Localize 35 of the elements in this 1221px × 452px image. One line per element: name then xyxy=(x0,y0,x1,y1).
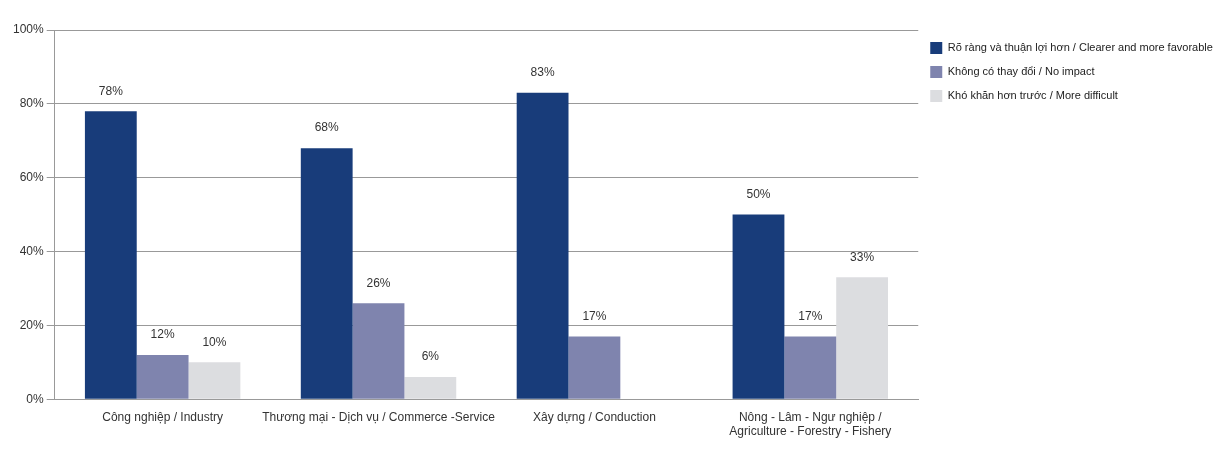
legend-label: Không có thay đổi / No impact xyxy=(947,65,1095,78)
y-tick-label: 20% xyxy=(19,317,45,332)
bar xyxy=(836,277,889,399)
data-label: 33% xyxy=(850,249,875,264)
bar xyxy=(136,354,189,399)
bar xyxy=(188,362,241,399)
data-label: 78% xyxy=(98,83,124,98)
bar xyxy=(516,92,569,399)
legend-label: Rõ ràng và thuận lợi hơn / Clearer and more favorable xyxy=(947,41,1213,54)
bar xyxy=(352,303,405,399)
data-label: 12% xyxy=(150,327,175,342)
y-tick-label: 60% xyxy=(19,169,45,184)
y-tick-label: 40% xyxy=(19,243,45,258)
data-label: 17% xyxy=(582,308,607,323)
data-label: 10% xyxy=(202,334,227,349)
data-label: 68% xyxy=(314,120,340,135)
y-tick-label: 80% xyxy=(19,96,45,111)
bar xyxy=(568,336,621,399)
bar xyxy=(84,111,137,399)
legend-label: Khó khăn hơn trước / More difficult xyxy=(947,89,1118,102)
data-label: 6% xyxy=(421,349,440,364)
bar xyxy=(300,148,353,399)
data-label: 83% xyxy=(530,65,555,80)
x-tick-label: Nông - Lâm - Ngư nghiệp / Agriculture - Forestry - Fishery xyxy=(729,409,892,439)
x-tick-label: Xây dựng / Conduction xyxy=(533,409,656,424)
bar xyxy=(732,214,785,399)
bar xyxy=(404,377,457,399)
bar xyxy=(784,336,837,399)
x-tick-label: Thương mại - Dịch vụ / Commerce -Service xyxy=(262,409,496,424)
y-tick-label: 100% xyxy=(12,22,45,37)
data-label: 26% xyxy=(366,275,391,290)
x-tick-label: Công nghiệp / Industry xyxy=(102,409,224,424)
data-label: 17% xyxy=(798,308,823,323)
y-tick-label: 0% xyxy=(26,391,45,406)
data-label: 50% xyxy=(746,186,771,201)
